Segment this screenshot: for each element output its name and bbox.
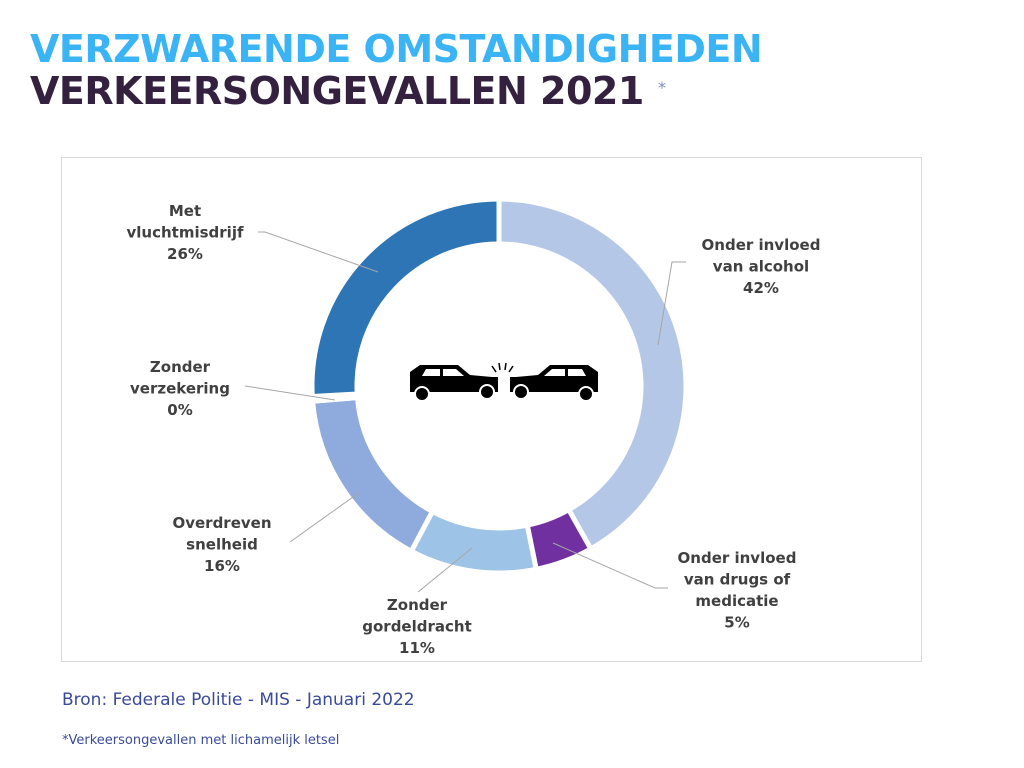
data-label: Overdreven snelheid 16%	[172, 514, 271, 575]
source-text: Bron: Federale Politie - MIS - Januari 2…	[62, 690, 415, 710]
leader-line	[258, 231, 379, 273]
leader-line	[552, 542, 668, 589]
donut-slice	[309, 196, 502, 400]
title-line-1: VERZWARENDE OMSTANDIGHEDEN	[30, 27, 763, 71]
car-crash-icon	[410, 362, 598, 402]
data-label: Zonder verzekering 0%	[130, 358, 230, 419]
leader-line	[289, 491, 361, 543]
title-line-2: VERKEERSONGEVALLEN 2021	[30, 69, 644, 113]
data-label: Zonder gordeldracht 11%	[362, 596, 472, 657]
leader-line	[417, 547, 473, 593]
title-asterisk: *	[658, 78, 666, 97]
leader-line	[244, 385, 336, 401]
donut-slice	[496, 196, 689, 553]
chart-frame	[61, 157, 922, 662]
footnote-text: *Verkeersongevallen met lichamelijk lets…	[62, 733, 340, 748]
donut-slice	[309, 394, 436, 555]
data-label: Met vluchtmisdrijf 26%	[127, 202, 244, 263]
leader-line	[657, 261, 686, 346]
data-label: Onder invloed van drugs of medicatie 5%	[678, 549, 797, 632]
data-label: Onder invloed van alcohol 42%	[702, 236, 821, 297]
